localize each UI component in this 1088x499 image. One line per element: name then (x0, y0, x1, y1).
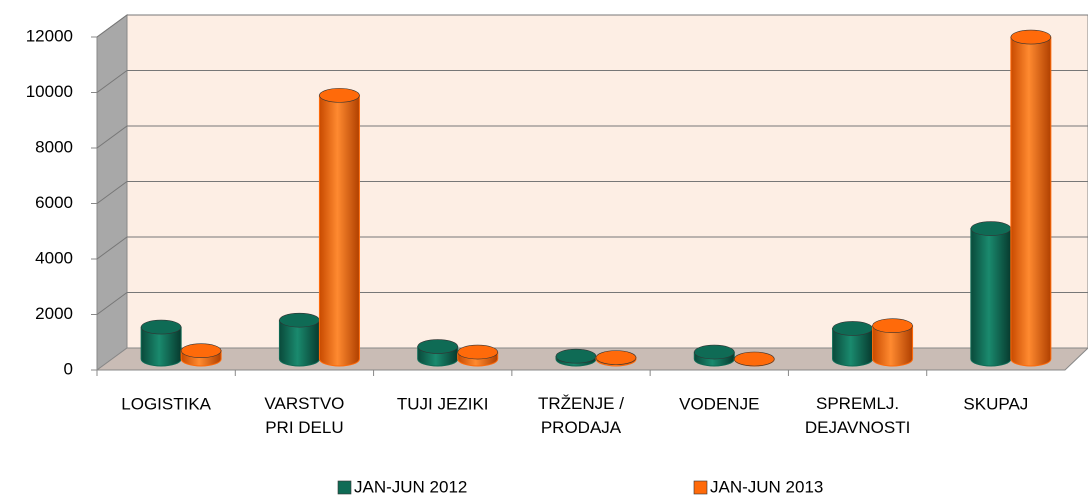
y-tick-label: 0 (64, 359, 73, 378)
grid-line (96, 125, 128, 149)
grid-line (96, 181, 128, 204)
bar-top (180, 343, 222, 358)
bar-group (832, 321, 874, 367)
x-tick-label: VODENJE (679, 394, 759, 413)
bar-top (595, 350, 637, 365)
x-tick-label: VARSTVO PRI DELU (264, 394, 344, 437)
bar (318, 94, 360, 367)
bar-top (693, 344, 735, 360)
bar-group (1010, 29, 1052, 367)
bar-group (595, 350, 637, 367)
bar-top (279, 312, 320, 328)
legend-swatch (693, 480, 708, 495)
bar-top (319, 88, 360, 103)
bar-top (872, 318, 913, 334)
y-tick-label: 4000 (35, 248, 73, 267)
bar-group (693, 344, 735, 367)
legend-swatch (337, 480, 352, 495)
y-tick-label: 10000 (26, 82, 73, 101)
grid-line (96, 14, 128, 38)
bar-top (457, 344, 499, 360)
y-tick-label: 6000 (35, 193, 73, 212)
bar (970, 228, 1012, 367)
y-tick-label: 8000 (35, 137, 73, 156)
bar-top (832, 321, 873, 336)
y-tick-label: 12000 (26, 26, 73, 45)
legend-label: JAN-JUN 2013 (710, 477, 823, 496)
bar-group (970, 221, 1012, 367)
bar-group (872, 318, 914, 367)
x-tick-label: LOGISTIKA (121, 394, 211, 413)
grid-line (96, 236, 128, 260)
bar-group (278, 312, 320, 367)
bar-top (733, 351, 775, 367)
bar-top (970, 221, 1012, 236)
bar-top (140, 319, 182, 335)
bar-group (417, 339, 459, 367)
bar-group (555, 348, 597, 367)
bar (872, 325, 914, 367)
x-tick-label: TUJI JEZIKI (397, 394, 489, 413)
bar-group (140, 319, 182, 367)
x-tick-label: TRŽENJE / PRODAJA (538, 394, 624, 437)
y-tick-label: 2000 (35, 304, 73, 323)
bar-top (555, 348, 597, 364)
bar-top (417, 339, 459, 354)
bar-group (733, 351, 775, 367)
bar (1010, 36, 1052, 367)
bar-group (457, 344, 499, 367)
legend-label: JAN-JUN 2012 (354, 477, 467, 496)
grid-line (96, 292, 128, 315)
bar-group (318, 88, 360, 367)
x-tick-label: SKUPAJ (963, 394, 1028, 413)
grid-line (96, 70, 128, 93)
bar-group (180, 343, 222, 367)
x-tick-label: SPREMLJ. DEJAVNOSTI (805, 394, 910, 437)
bar-top (1010, 29, 1052, 45)
